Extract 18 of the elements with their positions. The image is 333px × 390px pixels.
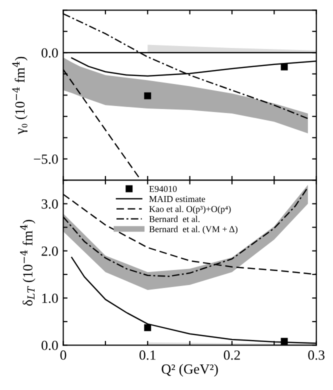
y-axis-title: γ₀ (10$^{−4}$ fm$^{4}$) (12, 56, 28, 134)
y-axis-title: δ$_{LT}$ (10$^{−4}$ fm$^{4}$) (20, 220, 36, 306)
legend-label: Kao et al. O(p³)+O(p⁴) (149, 206, 231, 214)
x-tick-label: 0.2 (224, 350, 240, 360)
y-tick-label: 3.0 (42, 199, 58, 209)
x-tick-label: 0.1 (139, 350, 156, 360)
legend-label: E94010 (149, 186, 177, 192)
x-tick-label: 0.3 (308, 350, 324, 360)
x-axis-title: Q² (GeV²) (162, 364, 218, 377)
y-tick-label: 2.0 (42, 246, 58, 256)
x-tick-label: 0 (60, 350, 66, 360)
legend-label: MAID estimate (149, 196, 206, 202)
y-tick-label: 0.0 (42, 48, 58, 58)
legend-label: Bernard et al. (149, 216, 200, 222)
y-tick-label: 0.0 (42, 340, 58, 350)
y-tick-label: −5.0 (34, 154, 58, 164)
y-tick-label: 1.0 (42, 294, 58, 304)
legend-label: Bernard et al. (VM + Δ) (149, 226, 238, 234)
